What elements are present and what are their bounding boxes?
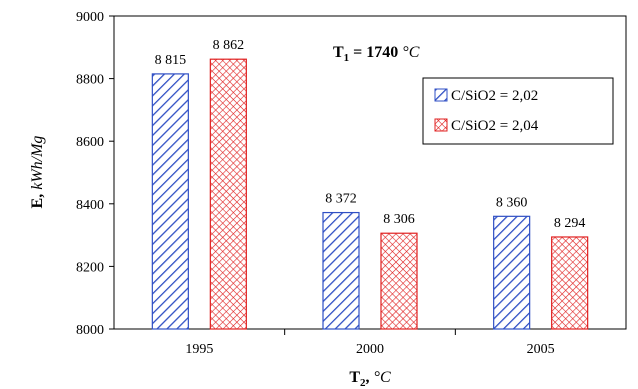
y-axis-title-main: E, [29,190,46,209]
x-axis-title-sub: 2 [360,377,366,389]
x-tick-label-2: 2005 [527,342,555,357]
x-axis-ticks: 1995 2000 2005 [185,329,555,357]
y-axis-title-unit: kWh/Mg [29,136,46,190]
legend-swatch-series-2 [434,118,448,132]
legend-label-series-1: C/SiO2 = 2,02 [451,88,538,104]
bar-2000-series-2 [380,232,418,330]
plot-frame [113,15,627,330]
data-label-2005-series-1: 8 360 [496,195,528,210]
y-tick-label-3: 8600 [76,135,104,150]
data-label-2000-series-1: 8 372 [325,192,357,207]
annotation-main: T [333,44,344,61]
legend-box [422,77,614,145]
y-tick-label-0: 8000 [76,323,104,338]
legend: C/SiO2 = 2,02 C/SiO2 = 2,04 [422,77,614,145]
y-tick-label-4: 8800 [76,73,104,88]
y-tick-label-1: 8200 [76,260,104,275]
data-label-2005-series-2: 8 294 [554,216,586,231]
x-axis-title-unit: °C [374,369,391,386]
x-axis-title-main: T [349,369,360,386]
y-tick-label-2: 8400 [76,198,104,213]
bar-2000-series-1 [322,211,360,330]
annotation-unit: °C [402,44,419,61]
data-label-1995-series-2: 8 862 [213,38,245,53]
y-tick-label-5: 9000 [76,10,104,25]
data-label-2000-series-2: 8 306 [383,212,415,227]
data-labels: 8 815 8 862 8 372 8 306 8 360 8 294 [155,38,586,231]
legend-swatch-series-1 [434,88,448,102]
bar-2005-series-2 [551,236,589,330]
annotation-value: = 1740 [349,44,402,61]
x-tick-label-0: 1995 [185,342,213,357]
legend-label-series-2: C/SiO2 = 2,04 [451,118,539,134]
annotation-sub: 1 [344,52,350,64]
x-axis-title: T2, °C [349,369,391,389]
x-axis-title-sep: , [366,369,374,386]
bars [151,58,589,330]
y-axis-ticks: 8000 8200 8400 8600 8800 9000 [76,10,114,338]
x-tick-label-1: 2000 [356,342,384,357]
bar-2005-series-1 [493,215,531,330]
bar-1995-series-1 [151,73,189,330]
bar-1995-series-2 [209,58,247,330]
data-label-1995-series-1: 8 815 [155,53,187,68]
y-axis-title: E, kWh/Mg [29,136,46,209]
annotation: T1 = 1740 °C [333,44,420,64]
